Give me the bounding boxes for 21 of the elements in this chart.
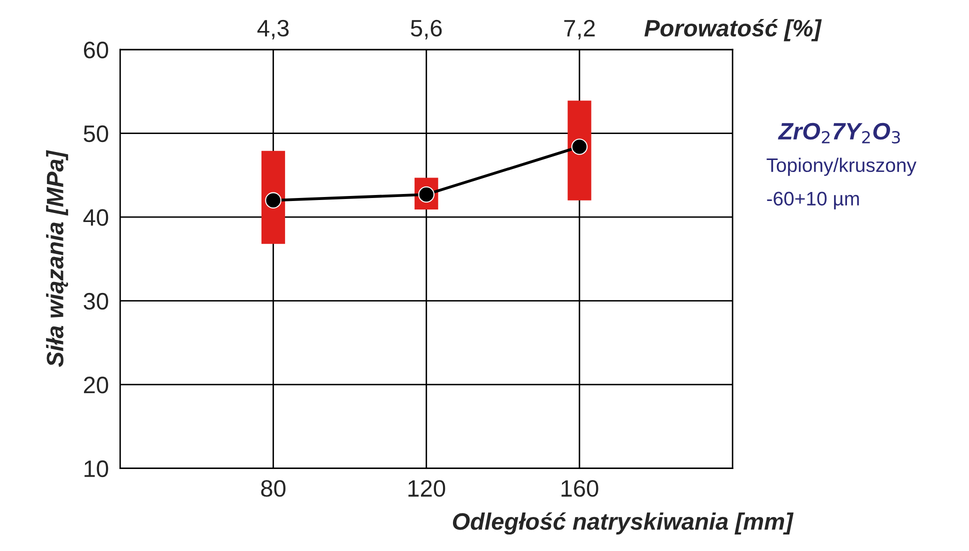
point xyxy=(571,138,588,155)
x2-axis-title: Porowatość [%] xyxy=(644,19,822,42)
y-tick-label: 40 xyxy=(83,209,108,226)
y-tick-label: 50 xyxy=(84,125,108,142)
point xyxy=(418,186,435,203)
y-tick-label: 10 xyxy=(84,460,108,478)
x-tick-label: 80 xyxy=(261,480,286,497)
text: ZrO$_{2}$7Y$_{2}$O$_{3}$ xyxy=(778,122,900,144)
text: -60+10 µm xyxy=(767,192,859,210)
x-axis-title: Odległość natryskiwania [mm] xyxy=(452,512,794,535)
y-tick-label: 30 xyxy=(84,292,108,310)
text: 7,2 xyxy=(564,20,595,40)
text: Topiony/kruszony xyxy=(766,158,916,176)
x-tick-label: 160 xyxy=(562,480,598,497)
y-axis-title: Siła wiązania [MPa] xyxy=(46,150,68,367)
point xyxy=(265,192,282,208)
text: 5,6 xyxy=(410,20,442,40)
text: 4,3 xyxy=(257,20,289,40)
x-tick-label: 120 xyxy=(408,480,446,497)
y-tick-label: 60 xyxy=(84,42,108,58)
y-tick-label: 20 xyxy=(84,376,108,394)
